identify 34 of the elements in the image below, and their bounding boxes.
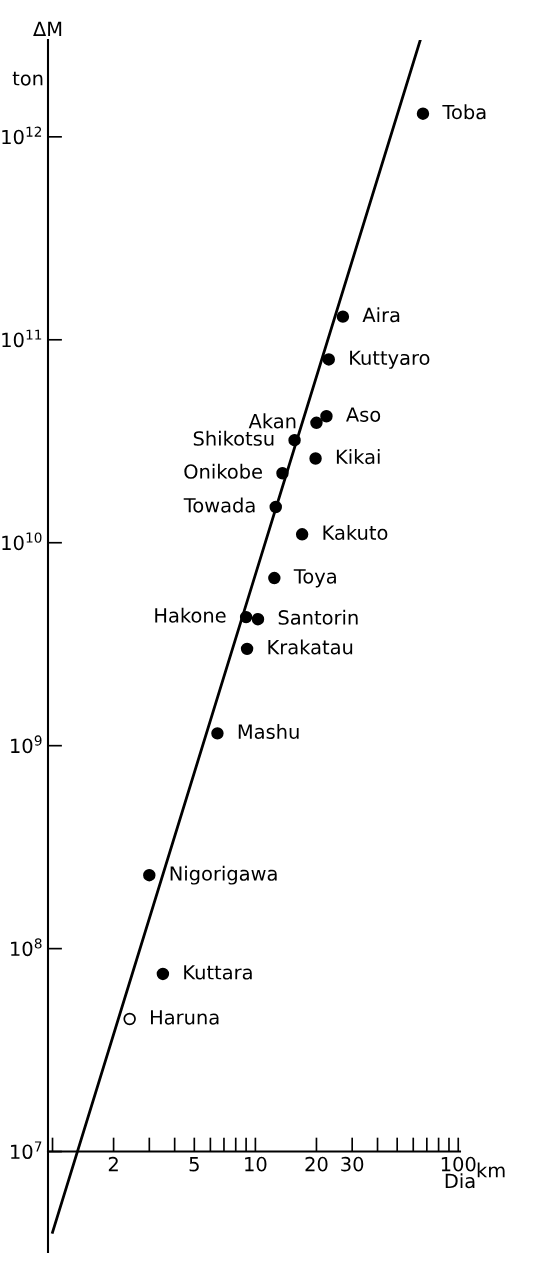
annotation: Mashu <box>238 723 299 739</box>
x-tick-label: 10 <box>245 1156 267 1172</box>
y-tick-label: 10$^{7}$ <box>11 1141 42 1160</box>
x-axis-title: Dia <box>445 1173 475 1189</box>
annotation: Aso <box>346 407 381 422</box>
annotation: Santorin <box>278 609 358 625</box>
annotation: Kikai <box>336 449 380 465</box>
annotation: Kakuto <box>323 524 388 540</box>
y-axis-title: ΔM <box>33 21 62 36</box>
x-tick-label: 20 <box>305 1156 328 1172</box>
annotation: Shikotsu <box>193 430 274 446</box>
annotation: Toba <box>442 104 486 120</box>
y-tick-label: 10$^{12}$ <box>2 126 42 145</box>
y-tick-label: 10$^{11}$ <box>2 329 42 348</box>
annotation: Toya <box>293 569 336 588</box>
annotation: Akan <box>248 413 296 429</box>
y-tick-label: 10$^{8}$ <box>11 938 42 957</box>
x-tick-label: 5 <box>189 1157 199 1172</box>
y-tick-label: 10$^{10}$ <box>2 532 42 551</box>
x-tick-label: 30 <box>341 1156 364 1172</box>
annotation: Krakatau <box>268 639 353 655</box>
x-tick-label: 100 <box>441 1156 476 1172</box>
annotation: Hakone <box>155 607 226 623</box>
annotation: Haruna <box>151 1010 219 1025</box>
annotation: Towada <box>183 497 255 513</box>
text: ton <box>12 71 43 86</box>
annotation: Kuttyaro <box>350 350 430 369</box>
annotation: Aira <box>362 307 400 323</box>
annotation: Kuttara <box>184 965 252 980</box>
x-tick-label: 2 <box>108 1156 118 1172</box>
text: km <box>477 1162 505 1178</box>
annotation: Onikobe <box>184 463 262 479</box>
annotation: Nigorigawa <box>170 865 277 885</box>
y-tick-label: 10$^{9}$ <box>11 735 42 754</box>
